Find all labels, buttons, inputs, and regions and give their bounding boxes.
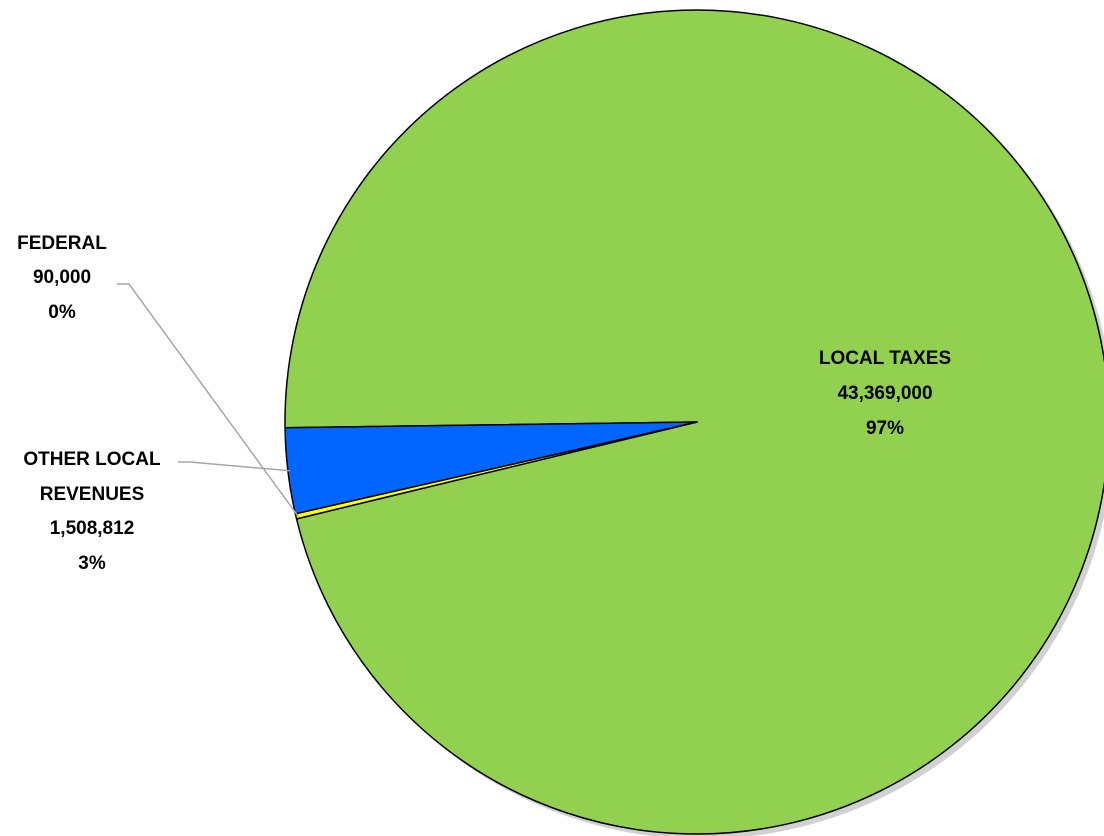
leader-line-other-local-revenues (178, 461, 290, 472)
label-federal: FEDERAL 90,000 0% (17, 233, 107, 323)
label-other-local-name-line2: REVENUES (40, 484, 145, 505)
label-local-taxes-percent: 97% (866, 418, 904, 439)
label-other-local-name-line1: OTHER LOCAL (23, 449, 161, 470)
label-other-local-revenues: OTHER LOCAL REVENUES 1,508,812 3% (23, 449, 161, 574)
label-federal-percent: 0% (48, 302, 76, 323)
label-local-taxes-name: LOCAL TAXES (819, 348, 951, 369)
label-other-local-percent: 3% (78, 553, 106, 574)
pie-slices (284, 9, 1104, 835)
label-other-local-value: 1,508,812 (50, 518, 135, 539)
label-local-taxes: LOCAL TAXES 43,369,000 97% (819, 348, 951, 439)
label-federal-value: 90,000 (33, 267, 91, 288)
leader-lines (117, 283, 299, 517)
leader-line-federal (117, 283, 299, 517)
label-local-taxes-value: 43,369,000 (837, 383, 932, 404)
label-federal-name: FEDERAL (17, 233, 107, 254)
